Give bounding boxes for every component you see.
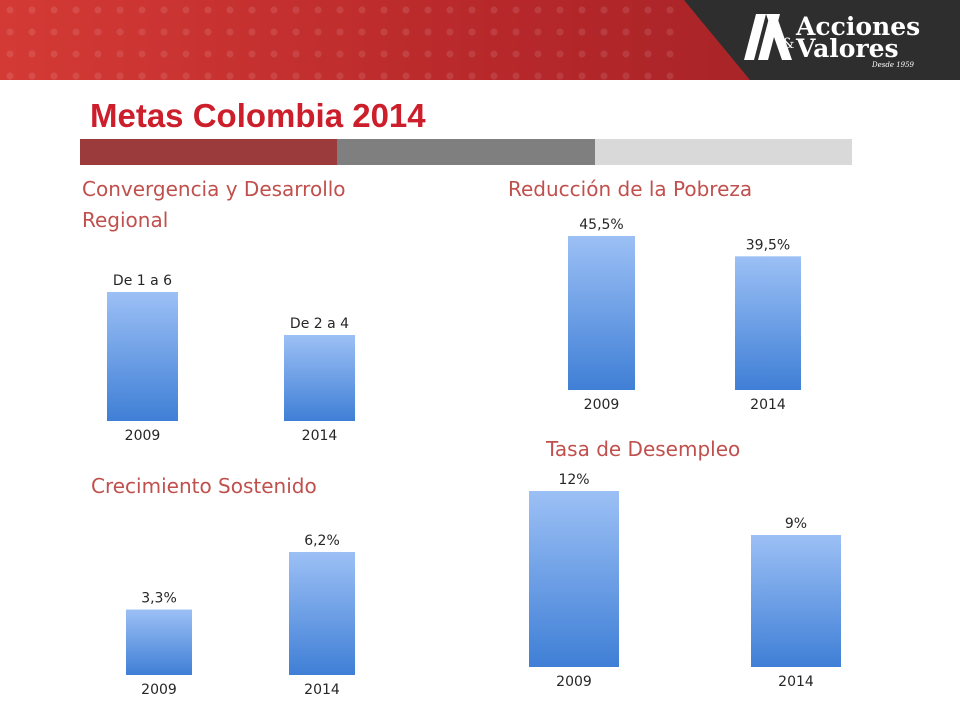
chart-convergencia-bar-2014: [284, 335, 355, 421]
chart-crecimiento-bar-2009: [126, 609, 192, 675]
page-title: Metas Colombia 2014: [90, 97, 426, 134]
chart-title-convergencia: Convergencia y Desarrollo Regional: [82, 177, 346, 232]
chart-pobreza-category-label-2014: 2014: [750, 397, 786, 413]
chart-crecimiento-value-label-2009: 3,3%: [141, 591, 177, 607]
chart-pobreza-value-label-2014: 39,5%: [746, 237, 790, 253]
chart-convergencia-category-label-2014: 2014: [302, 428, 338, 444]
chart-crecimiento-category-label-2009: 2009: [141, 682, 177, 698]
header-banner: Acciones & Valores Desde 1959: [0, 0, 960, 80]
chart-title-crecimiento: Crecimiento Sostenido: [91, 474, 317, 498]
chart-convergencia-value-label-2014: De 2 a 4: [290, 316, 349, 332]
chart-desempleo-category-label-2009: 2009: [556, 674, 592, 690]
company-logo-icon: [744, 14, 792, 60]
logo-ampersand: &: [782, 36, 795, 52]
chart-crecimiento-category-label-2014: 2014: [304, 682, 340, 698]
divider-gray: [337, 139, 595, 165]
chart-convergencia-value-label-2009: De 1 a 6: [113, 273, 172, 289]
chart-desempleo-value-label-2014: 9%: [785, 516, 807, 532]
logo-text-acciones: Acciones: [796, 12, 921, 41]
banner-pattern: [0, 0, 680, 80]
chart-convergencia-bar-2009: [107, 292, 178, 421]
chart-crecimiento-bar-2014: [289, 552, 355, 675]
chart-title-pobreza: Reducción de la Pobreza: [508, 177, 753, 201]
chart-pobreza-bar-2009: [568, 236, 635, 390]
chart-crecimiento-value-label-2014: 6,2%: [304, 533, 340, 549]
chart-pobreza-value-label-2009: 45,5%: [579, 217, 623, 233]
logo-text-valores: Valores: [796, 34, 899, 63]
divider-red: [80, 139, 337, 165]
chart-desempleo-category-label-2014: 2014: [778, 674, 814, 690]
chart-desempleo-value-label-2009: 12%: [558, 472, 589, 488]
chart-desempleo-bar-2009: [529, 491, 619, 667]
chart-pobreza-category-label-2009: 2009: [584, 397, 620, 413]
divider-light: [595, 139, 852, 165]
chart-desempleo-bar-2014: [751, 535, 841, 667]
chart-convergencia-category-label-2009: 2009: [125, 428, 161, 444]
logo-since-text: Desde 1959: [872, 61, 915, 69]
chart-pobreza-bar-2014: [735, 256, 801, 390]
chart-title-desempleo: Tasa de Desempleo: [546, 437, 741, 461]
